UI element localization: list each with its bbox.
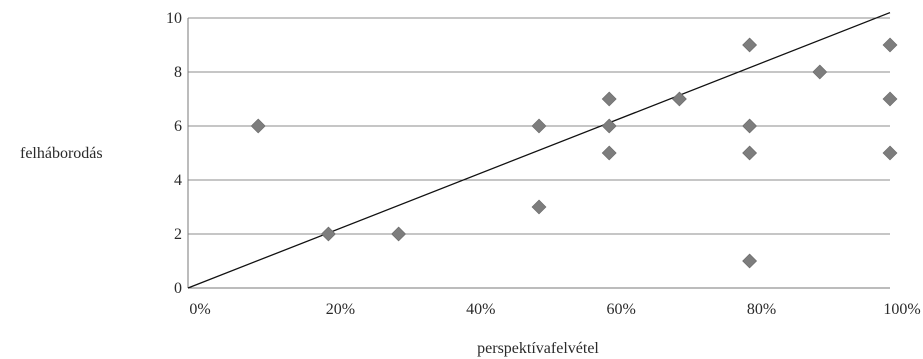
data-point-0 [250,118,266,134]
data-point-15 [882,91,898,107]
data-point-6 [601,118,617,134]
data-point-16 [882,145,898,161]
data-point-3 [531,118,547,134]
y-axis-title: felháborodás [20,145,103,162]
trendline-layer [187,11,891,289]
data-point-4 [531,199,547,215]
trend-line [187,11,891,289]
data-point-9 [742,37,758,53]
data-point-14 [882,37,898,53]
y-tick-label-3: 6 [174,118,182,135]
data-point-10 [742,118,758,134]
data-points [250,37,898,269]
data-point-8 [671,91,687,107]
y-tick-label-5: 10 [166,10,182,27]
data-point-13 [812,64,828,80]
y-tick-label-1: 2 [174,226,182,243]
data-point-7 [601,145,617,161]
x-tick-label-5: 100% [883,301,920,318]
data-point-11 [742,145,758,161]
x-tick-label-4: 80% [747,301,776,318]
x-tick-label-0: 0% [189,301,210,318]
y-tick-label-4: 8 [174,64,182,81]
x-tick-label-3: 60% [607,301,636,318]
data-point-1 [320,226,336,242]
axes [187,18,890,289]
x-axis-title: perspektívafelvétel [477,340,599,357]
data-point-5 [601,91,617,107]
x-tick-label-2: 40% [466,301,495,318]
data-point-2 [391,226,407,242]
data-point-12 [742,253,758,269]
y-tick-label-0: 0 [174,280,182,297]
y-tick-label-2: 4 [174,172,182,189]
x-tick-label-1: 20% [326,301,355,318]
